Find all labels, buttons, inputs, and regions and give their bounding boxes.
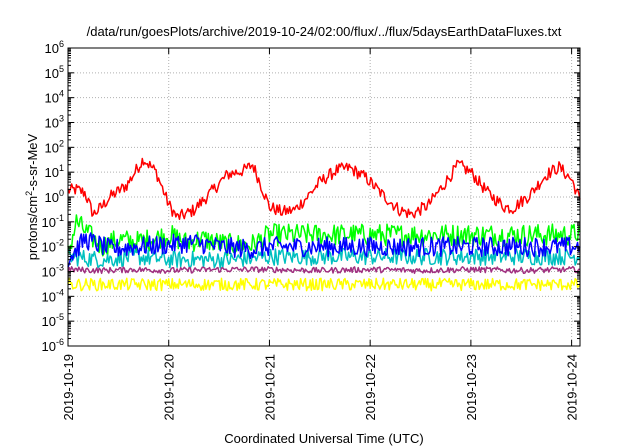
y-tick-exponent: 4 xyxy=(59,89,64,99)
grid xyxy=(67,48,580,346)
y-tick-label: 10-4 xyxy=(42,287,64,304)
y-tick-base: 10 xyxy=(42,314,56,329)
y-tick-label: 103 xyxy=(45,114,64,131)
y-tick-label: 102 xyxy=(45,138,64,155)
y-tick-base: 10 xyxy=(42,289,56,304)
flux-series-line-4 xyxy=(67,232,581,268)
y-tick-exponent: 3 xyxy=(59,114,64,124)
y-tick-label: 10-5 xyxy=(42,312,64,329)
y-tick-base: 10 xyxy=(45,91,59,106)
y-tick-exponent: -2 xyxy=(56,238,64,248)
y-tick-exponent: 6 xyxy=(59,39,64,49)
y-axis-title-main: protons/cm xyxy=(25,196,40,260)
y-tick-label: 10-6 xyxy=(42,337,64,354)
x-tick-label: 2019-10-24 xyxy=(565,354,580,421)
y-tick-label: 10-1 xyxy=(42,213,64,230)
x-tick-label: 2019-10-21 xyxy=(262,354,277,421)
y-tick-exponent: -4 xyxy=(56,287,64,297)
y-tick-base: 10 xyxy=(45,140,59,155)
flux-series-line-1 xyxy=(67,157,581,221)
y-tick-exponent: 5 xyxy=(59,64,64,74)
chart-title: /data/run/goesPlots/archive/2019-10-24/0… xyxy=(87,24,562,39)
y-tick-exponent: 2 xyxy=(59,138,64,148)
x-axis: 2019-10-19 2019-10-20 2019-10-21 2019-10-22… xyxy=(61,48,580,421)
y-tick-base: 10 xyxy=(45,165,59,180)
flux-series-line-6 xyxy=(67,277,581,292)
flux-series-line-5 xyxy=(67,265,581,275)
y-axis: 10-610-510-410-310-210-11001011021031041… xyxy=(42,39,580,354)
y-tick-exponent: -3 xyxy=(56,263,64,273)
flux-series-line-3 xyxy=(67,247,581,269)
x-tick-label: 2019-10-20 xyxy=(162,354,177,421)
x-axis-title: Coordinated Universal Time (UTC) xyxy=(224,431,423,446)
y-tick-label: 106 xyxy=(45,39,64,56)
y-axis-title: protons/cm2-s-sr-MeV xyxy=(24,133,40,260)
y-tick-label: 100 xyxy=(45,188,64,205)
y-tick-base: 10 xyxy=(42,240,56,255)
y-tick-exponent: -5 xyxy=(56,312,64,322)
flux-series-line-2 xyxy=(67,214,581,257)
y-tick-label: 101 xyxy=(45,163,64,180)
y-tick-exponent: -1 xyxy=(56,213,64,223)
x-tick-label: 2019-10-19 xyxy=(61,354,76,421)
y-tick-label: 10-2 xyxy=(42,238,64,255)
y-tick-base: 10 xyxy=(42,215,56,230)
y-tick-base: 10 xyxy=(42,265,56,280)
y-tick-label: 105 xyxy=(45,64,64,81)
y-tick-base: 10 xyxy=(42,339,56,354)
y-axis-title-rest: -s-sr-MeV xyxy=(25,133,40,190)
y-tick-label: 10-3 xyxy=(42,263,64,280)
y-tick-exponent: 1 xyxy=(59,163,64,173)
x-tick-label: 2019-10-22 xyxy=(363,354,378,421)
y-tick-base: 10 xyxy=(45,190,59,205)
y-tick-exponent: -6 xyxy=(56,337,64,347)
y-tick-base: 10 xyxy=(45,66,59,81)
y-tick-exponent: 0 xyxy=(59,188,64,198)
y-tick-base: 10 xyxy=(45,116,59,131)
y-axis-title-exponent: 2 xyxy=(24,191,34,196)
x-tick-label: 2019-10-23 xyxy=(464,354,479,421)
y-tick-base: 10 xyxy=(45,41,59,56)
y-tick-label: 104 xyxy=(45,89,64,106)
series-layer xyxy=(67,157,581,292)
